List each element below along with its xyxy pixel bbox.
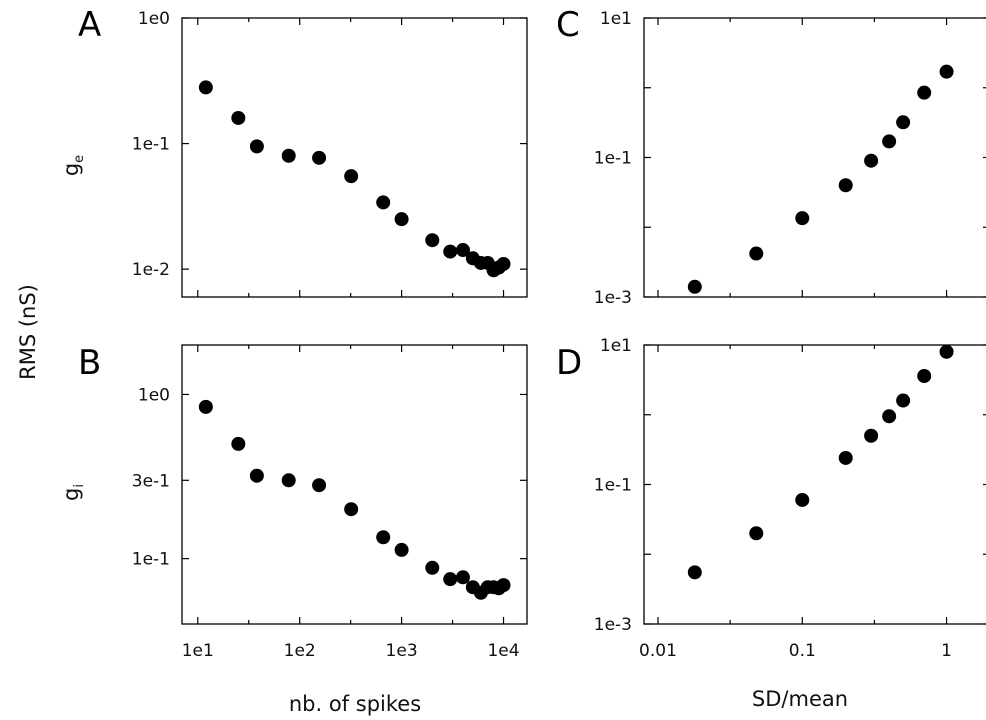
data-point [198, 80, 213, 95]
y-tick-label: 1e-1 [594, 476, 632, 496]
data-point [838, 178, 853, 193]
data-point [376, 530, 391, 545]
plot-frame [181, 17, 528, 298]
plot-frame [643, 17, 986, 298]
y-tick-label: 3e-1 [132, 471, 170, 491]
y-axis-label: gi [59, 484, 87, 501]
data-point [231, 110, 246, 125]
shared-y-axis-title: RMS (nS) [16, 284, 40, 380]
data-point [455, 570, 470, 585]
x-tick-label: 1e3 [386, 641, 418, 661]
x-tick-label: 1e4 [487, 641, 519, 661]
data-point [687, 565, 702, 580]
y-tick-label: 1e-1 [132, 550, 170, 570]
plot-frame [643, 344, 986, 625]
y-tick-label: 1e0 [138, 9, 170, 29]
panel-c: C 1e-3 1e-1 1e1 [556, 5, 986, 308]
data-point [838, 450, 853, 465]
data-point [896, 115, 911, 130]
x-tick-label: 1e1 [182, 641, 214, 661]
panel-b: Bgi 1e1 1e2 1e3 1e4 1e-1 3e-1 1e0 [59, 343, 528, 661]
data-point [749, 246, 764, 261]
data-point [939, 64, 954, 79]
data-point [376, 195, 391, 210]
data-point [312, 478, 327, 493]
data-point [917, 85, 932, 100]
x-tick-label: 0.01 [639, 641, 677, 661]
y-tick-label: 1e-2 [132, 260, 170, 280]
data-point [939, 344, 954, 359]
data-point [896, 393, 911, 408]
panel-letter: B [78, 343, 101, 383]
data-point [394, 542, 409, 557]
data-point [344, 502, 359, 517]
data-point [864, 153, 879, 168]
data-point [394, 212, 409, 227]
data-point [249, 139, 264, 154]
data-point [882, 409, 897, 424]
data-point [198, 399, 213, 414]
data-point [795, 492, 810, 507]
data-point [425, 560, 440, 575]
data-point [917, 368, 932, 383]
panel-a: Age 1e-2 1e-1 1e0 [59, 5, 528, 298]
data-point [882, 134, 897, 149]
panel-letter: D [556, 343, 582, 383]
x-tick-label: 1 [941, 641, 952, 661]
y-tick-label: 1e0 [138, 385, 170, 405]
left-x-axis-title: nb. of spikes [289, 692, 421, 716]
data-point [496, 256, 511, 271]
data-point [344, 169, 359, 184]
y-tick-label: 1e-1 [594, 149, 632, 169]
panel-d: D 0.01 0.1 1 1e-3 1e-1 1e1 [556, 336, 986, 661]
panel-letter: A [78, 5, 101, 45]
plot-frame [181, 344, 528, 625]
data-point [749, 526, 764, 541]
data-point [864, 428, 879, 443]
data-point [443, 572, 458, 587]
y-axis-label: ge [59, 155, 87, 176]
data-point [687, 279, 702, 294]
x-tick-label: 1e2 [284, 641, 316, 661]
data-point [281, 473, 296, 488]
y-tick-label: 1e-3 [594, 615, 632, 635]
data-point [443, 244, 458, 259]
data-point [496, 578, 511, 593]
data-point [425, 233, 440, 248]
data-point [281, 148, 296, 163]
panel-letter: C [556, 5, 580, 45]
data-point [312, 150, 327, 165]
data-point [231, 436, 246, 451]
data-point [249, 468, 264, 483]
data-point [795, 211, 810, 226]
y-tick-label: 1e-1 [132, 135, 170, 155]
y-tick-label: 1e1 [600, 9, 632, 29]
panels: Age 1e-2 1e-1 1e0 Bgi 1e1 1e2 1e3 1e4 1e-1 3e-1 1e0… [59, 5, 986, 661]
x-tick-label: 0.1 [789, 641, 816, 661]
y-tick-label: 1e1 [600, 336, 632, 356]
y-tick-label: 1e-3 [594, 288, 632, 308]
right-x-axis-title: SD/mean [752, 687, 848, 711]
data-point [455, 243, 470, 258]
